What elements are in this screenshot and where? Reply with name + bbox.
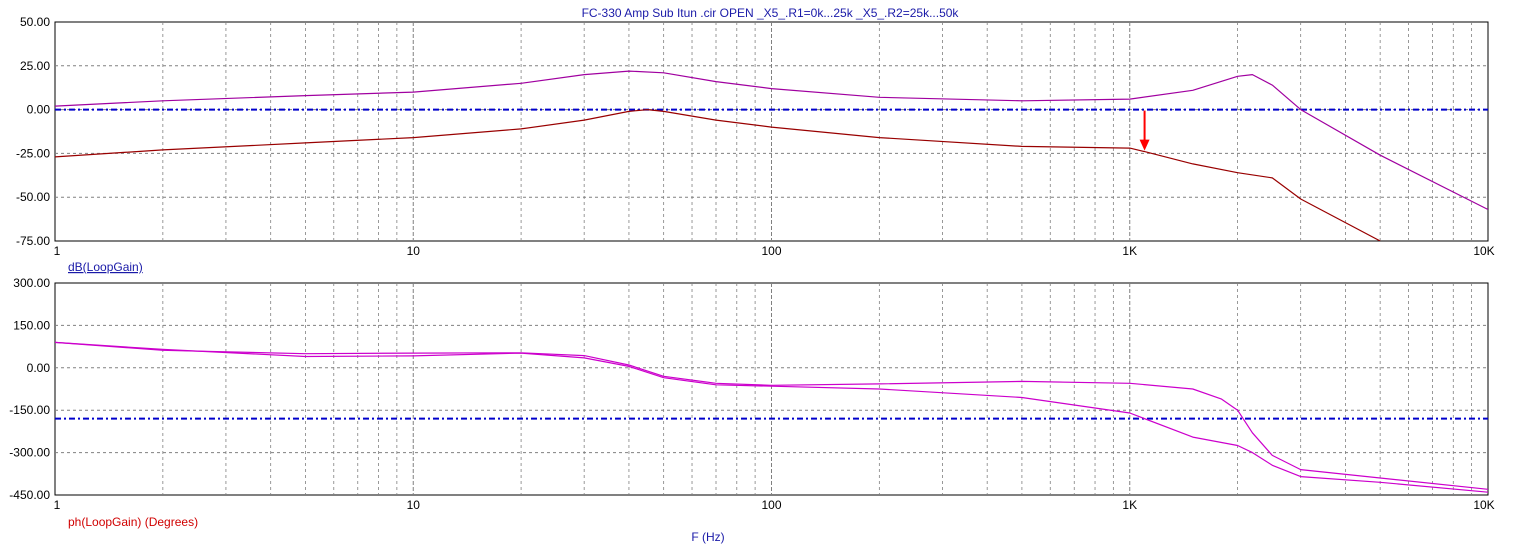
phase-x-tick-label: 1 <box>54 498 61 512</box>
phase-panel: 1 10 100 1K 10K 300.00 150.00 0.00 -150.00 -300.0… <box>9 276 1494 512</box>
magnitude-y-tick-label: 25.00 <box>20 59 50 73</box>
phase-x-tick-label: 10 <box>407 498 421 512</box>
phase-x-tick-label: 100 <box>761 498 781 512</box>
magnitude-series-line-1 <box>55 70 1488 211</box>
magnitude-panel: 1 10 100 1K 10K 50.00 25.00 0.00 -25.00 -50.00 -75… <box>16 15 1495 258</box>
phase-series-line-1 <box>55 341 1488 490</box>
magnitude-y-tick-label: -75.00 <box>16 234 50 248</box>
phase-y-tick-label: -150.00 <box>9 403 50 417</box>
chart-title: FC-330 Amp Sub Itun .cir OPEN _X5_.R1=0k… <box>582 6 960 20</box>
phase-y-tick-label: 0.00 <box>27 361 51 375</box>
magnitude-series-line-2 <box>55 109 1381 241</box>
cursor-marker-arrow-icon <box>1139 139 1150 151</box>
x-axis-label: F (Hz) <box>691 530 724 544</box>
phase-x-tick-label: 1K <box>1122 498 1137 512</box>
phase-x-tick-label: 10K <box>1473 498 1494 512</box>
magnitude-y-tick-label: -25.00 <box>16 146 50 160</box>
magnitude-y-tick-label: 0.00 <box>27 103 51 117</box>
phase-y-tick-label: 300.00 <box>13 276 50 290</box>
phase-y-tick-label: 150.00 <box>13 318 50 332</box>
magnitude-x-tick-label: 10K <box>1473 244 1494 258</box>
magnitude-x-tick-label: 1 <box>54 244 61 258</box>
magnitude-y-tick-label: -50.00 <box>16 190 50 204</box>
magnitude-x-tick-label: 10 <box>407 244 421 258</box>
phase-series-line-2 <box>55 341 1488 493</box>
magnitude-y-tick-label: 50.00 <box>20 15 50 29</box>
magnitude-x-tick-label: 1K <box>1122 244 1137 258</box>
magnitude-x-tick-label: 100 <box>761 244 781 258</box>
magnitude-y-label: dB(LoopGain) <box>68 260 143 274</box>
phase-y-tick-label: -450.00 <box>9 488 50 502</box>
phase-y-tick-label: -300.00 <box>9 446 50 460</box>
phase-y-label: ph(LoopGain) (Degrees) <box>68 515 198 529</box>
